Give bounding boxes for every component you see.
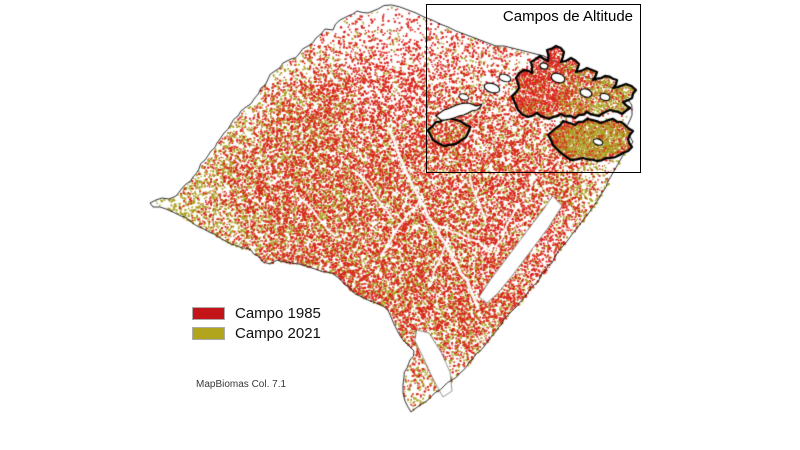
inset-title: Campos de Altitude [502,8,633,25]
attribution-text: MapBiomas Col. 7.1 [196,379,287,390]
legend-item-campo-2021: Campo 2021 [192,323,321,343]
legend: Campo 1985 Campo 2021 [192,303,321,343]
legend-swatch-campo-1985 [192,306,225,320]
inset-box: Campos de Altitude [426,4,641,173]
legend-label-campo-1985: Campo 1985 [235,304,321,322]
legend-item-campo-1985: Campo 1985 [192,303,321,323]
legend-swatch-campo-2021 [192,326,225,340]
legend-label-campo-2021: Campo 2021 [235,324,321,342]
